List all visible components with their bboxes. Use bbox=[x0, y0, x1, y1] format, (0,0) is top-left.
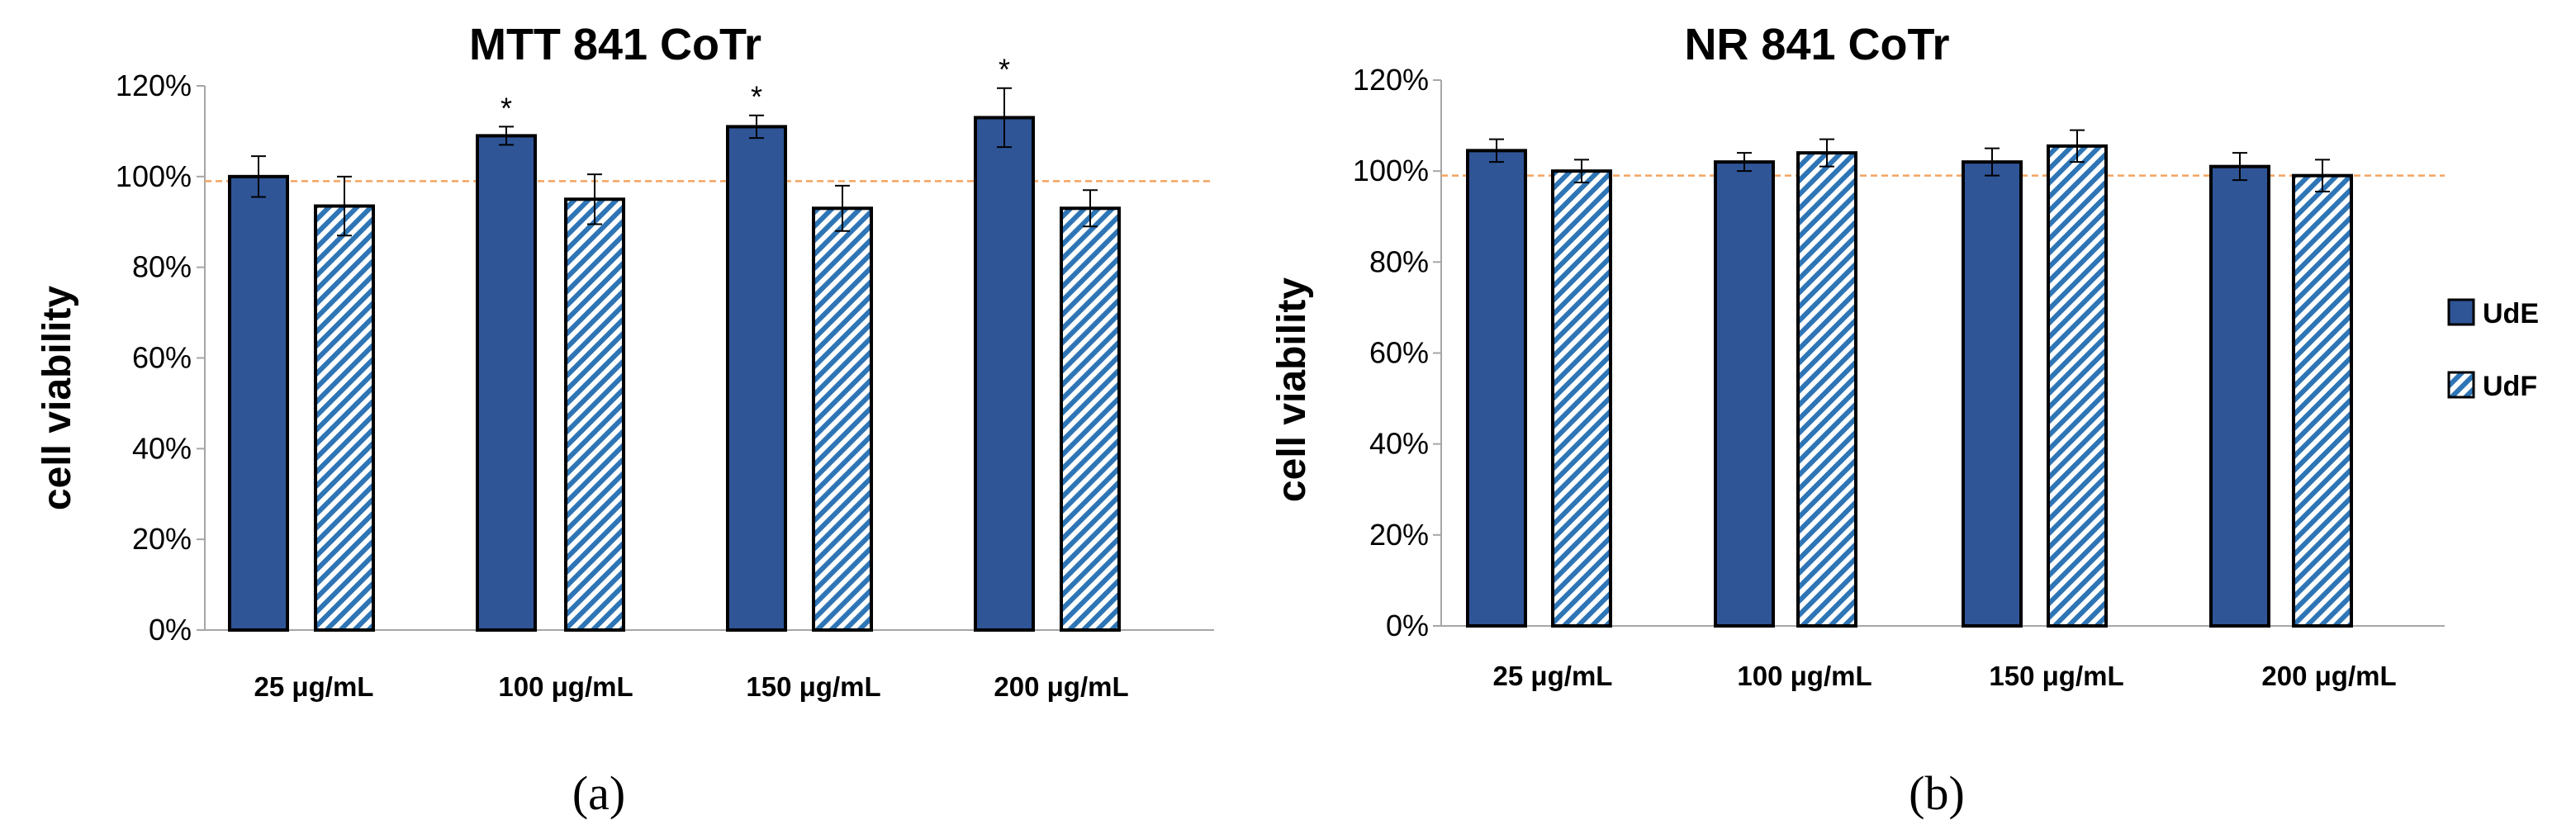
y-tick-label: 120% bbox=[116, 69, 192, 102]
y-tick-label: 0% bbox=[1386, 609, 1429, 642]
significance-marker: * bbox=[500, 91, 512, 125]
category-label: 25 μg/mL bbox=[254, 671, 374, 702]
bar-ude bbox=[974, 116, 1035, 633]
category-label: 150 μg/mL bbox=[746, 671, 880, 702]
y-tick-label: 20% bbox=[132, 522, 192, 556]
legend-label-udf: UdF bbox=[2483, 371, 2537, 402]
category-label: 150 μg/mL bbox=[1989, 661, 2123, 691]
chart-b-ylabel: cell viability bbox=[1270, 277, 1314, 502]
bar-ude bbox=[1466, 149, 1527, 628]
legend-label-ude: UdE bbox=[2483, 298, 2539, 329]
bar-udf bbox=[1060, 206, 1121, 632]
y-tick-label: 40% bbox=[132, 431, 192, 465]
y-tick-label: 0% bbox=[149, 613, 192, 647]
chart-b: NR 841 CoTr cell viability 0% 20% 40% 60% 80… bbox=[1270, 20, 2445, 820]
significance-marker: * bbox=[751, 80, 762, 114]
y-tick-label: 120% bbox=[1353, 63, 1429, 97]
chart-a-caption: (a) bbox=[572, 766, 625, 820]
bar-ude bbox=[228, 174, 289, 633]
chart-b-title: NR 841 CoTr bbox=[1684, 20, 1949, 69]
category-label: 200 μg/mL bbox=[2261, 661, 2396, 691]
bar-ude bbox=[726, 125, 787, 633]
y-tick-label: 40% bbox=[1369, 427, 1429, 461]
y-tick-label: 80% bbox=[1369, 244, 1429, 278]
bar-udf bbox=[1551, 169, 1612, 628]
chart-a-title: MTT 841 CoTr bbox=[469, 20, 761, 69]
category-label: 200 μg/mL bbox=[994, 671, 1128, 702]
y-tick-label: 60% bbox=[132, 341, 192, 375]
y-tick-label: 60% bbox=[1369, 336, 1429, 370]
y-tick-label: 20% bbox=[1369, 518, 1429, 552]
bar-udf bbox=[314, 204, 375, 632]
chart-a: MTT 841 CoTr cell viability 0% 20% 40% 60% 8… bbox=[36, 20, 1214, 820]
category-label: 100 μg/mL bbox=[498, 671, 633, 702]
bar-ude bbox=[2209, 164, 2270, 628]
y-tick-label: 100% bbox=[116, 159, 192, 193]
significance-marker: * bbox=[999, 53, 1010, 87]
y-tick-label: 100% bbox=[1353, 154, 1429, 187]
category-label: 25 μg/mL bbox=[1493, 661, 1613, 691]
bar-ude bbox=[476, 134, 537, 633]
legend-swatch-udf bbox=[2447, 371, 2475, 399]
bar-udf bbox=[2292, 173, 2353, 628]
bar-udf bbox=[564, 197, 625, 632]
bar-ude bbox=[1714, 160, 1775, 628]
category-label: 100 μg/mL bbox=[1737, 661, 1872, 691]
legend: UdE UdF bbox=[2447, 298, 2539, 402]
chart-a-ylabel: cell viability bbox=[36, 286, 79, 510]
bar-udf bbox=[1796, 151, 1857, 628]
bar-udf bbox=[812, 206, 873, 632]
chart-b-caption: (b) bbox=[1909, 766, 1965, 820]
y-tick-label: 80% bbox=[132, 250, 192, 284]
bar-ude bbox=[1962, 160, 2023, 628]
legend-swatch-ude bbox=[2447, 298, 2475, 326]
bar-udf bbox=[2047, 144, 2108, 628]
